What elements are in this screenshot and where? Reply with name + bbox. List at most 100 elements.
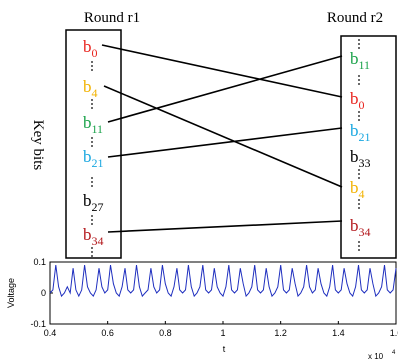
right-ellipsis-dot (358, 169, 360, 171)
right-ellipsis-dot (358, 199, 360, 201)
right-bit-4: b4 (350, 178, 365, 201)
right-ellipsis-dot (358, 83, 360, 85)
left-ellipsis-dot (91, 103, 93, 105)
right-ellipsis-dot (358, 75, 360, 77)
x-tick-label: 1.4 (332, 328, 345, 338)
chart-x-exponent-power: 4 (392, 350, 396, 356)
left-ellipsis-dot (91, 61, 93, 63)
left-bit-base: b (83, 147, 92, 166)
round-left-box (65, 29, 122, 259)
connection-b11 (107, 55, 343, 123)
right-bit-34: b34 (350, 216, 371, 239)
left-bit-27: b27 (83, 191, 104, 214)
chart-x-label: t (223, 344, 226, 354)
right-bit-base: b (350, 178, 359, 197)
right-bit-subscript: 11 (359, 58, 371, 72)
x-tick-label: 1.6 (390, 328, 398, 338)
left-ellipsis-dot (91, 185, 93, 187)
left-bit-4: b4 (83, 77, 98, 100)
left-ellipsis-dot (91, 137, 93, 139)
round-right-label: Round r2 (327, 10, 383, 26)
connection-b4 (103, 85, 343, 188)
left-ellipsis-dot (91, 219, 93, 221)
left-ellipsis-dot (91, 65, 93, 67)
left-bit-subscript: 11 (92, 122, 104, 136)
chart-y-label: Voltage (6, 278, 16, 308)
key-bits-label: Key bits (30, 120, 46, 171)
left-bit-base: b (83, 191, 92, 210)
left-ellipsis-dot (91, 255, 93, 257)
left-bit-base: b (83, 113, 92, 132)
x-tick-label: 1 (220, 328, 225, 338)
left-bit-11: b11 (83, 113, 103, 136)
y-tick-label: -0.1 (30, 319, 46, 329)
left-bit-subscript: 0 (92, 46, 98, 60)
right-ellipsis-dot (358, 111, 360, 113)
right-ellipsis-dot (358, 241, 360, 243)
left-bit-0: b0 (83, 37, 98, 60)
right-ellipsis-dot (358, 203, 360, 205)
right-ellipsis-dot (358, 79, 360, 81)
x-tick-label: 1.2 (274, 328, 287, 338)
right-ellipsis-dot (358, 173, 360, 175)
right-bit-base: b (350, 121, 359, 140)
left-ellipsis-dot (91, 145, 93, 147)
right-ellipsis-dot (358, 245, 360, 247)
left-ellipsis-dot (91, 215, 93, 217)
right-bit-33: b33 (350, 147, 371, 170)
left-bit-21: b21 (83, 147, 104, 170)
x-tick-label: 0.4 (44, 328, 57, 338)
chart-x-exponent: x 10 4 (368, 350, 396, 360)
left-bit-base: b (83, 37, 92, 56)
left-ellipsis-dot (91, 177, 93, 179)
left-ellipsis-dot (91, 181, 93, 183)
connection-b0 (101, 44, 343, 98)
voltage-trace (49, 265, 397, 298)
right-ellipsis-dot (358, 207, 360, 209)
connection-b21 (107, 127, 343, 158)
right-bit-subscript: 21 (359, 130, 371, 144)
right-ellipsis-dot (358, 119, 360, 121)
right-ellipsis-dot (358, 115, 360, 117)
left-ellipsis-dot (91, 99, 93, 101)
right-bit-21: b21 (350, 121, 371, 144)
right-bit-base: b (350, 49, 359, 68)
chart-ticks: 0.4 0.6 0.8 1 1.2 1.4 1.6 0.1 0 -0.1 (30, 257, 398, 338)
left-bit-base: b (83, 225, 92, 244)
voltage-chart: Voltage t x 10 4 0.40.60.811.21.41.60.10… (6, 257, 398, 360)
left-bit-34: b34 (83, 225, 104, 248)
right-bit-subscript: 33 (359, 156, 371, 170)
left-bit-base: b (83, 77, 92, 96)
right-bit-subscript: 34 (359, 225, 371, 239)
left-ellipsis-dot (91, 247, 93, 249)
left-bit-subscript: 34 (92, 234, 104, 248)
left-ellipsis-dot (91, 223, 93, 225)
connection-lines (101, 44, 343, 233)
left-ellipsis-dot (91, 251, 93, 253)
y-tick-label: 0 (41, 288, 46, 298)
left-ellipsis-dot (91, 107, 93, 109)
left-ellipsis-dot (91, 69, 93, 71)
right-bit-0: b0 (350, 89, 365, 112)
right-bit-base: b (350, 147, 359, 166)
y-tick-label: 0.1 (33, 257, 46, 267)
right-ellipsis-dot (358, 39, 360, 41)
round-right-box (340, 35, 397, 259)
left-ellipsis-dot (91, 141, 93, 143)
x-tick-label: 0.6 (101, 328, 114, 338)
right-ellipsis-dot (358, 177, 360, 179)
right-ellipsis-dot (358, 47, 360, 49)
connection-b34 (107, 220, 343, 233)
x-tick-label: 0.8 (159, 328, 172, 338)
left-bit-subscript: 4 (92, 86, 98, 100)
left-bit-subscript: 21 (92, 156, 104, 170)
right-bit-subscript: 4 (359, 187, 365, 201)
right-ellipsis-dot (358, 249, 360, 251)
chart-series (49, 265, 397, 298)
right-ellipsis-dot (358, 43, 360, 45)
right-bit-subscript: 0 (359, 98, 365, 112)
left-bit-subscript: 27 (92, 200, 104, 214)
